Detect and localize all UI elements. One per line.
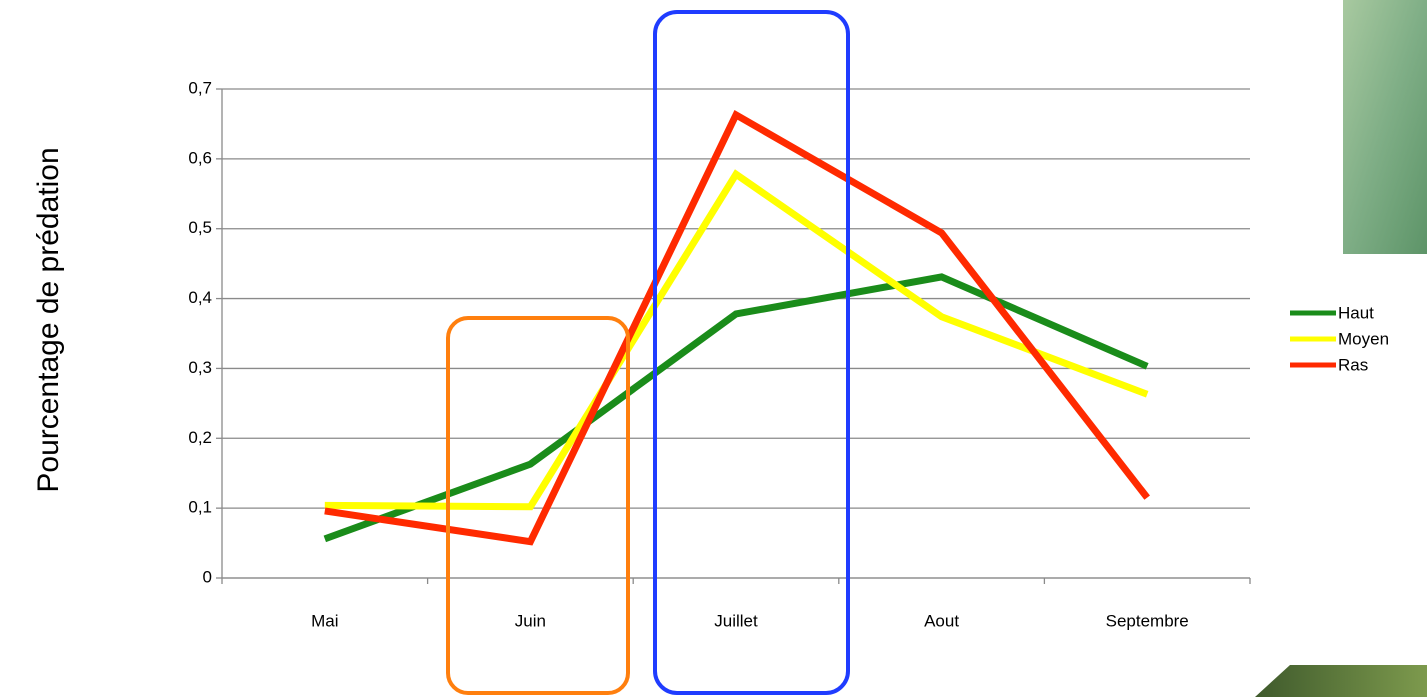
legend-label: Moyen — [1338, 329, 1389, 348]
x-tick-label: Septembre — [1106, 611, 1189, 630]
highlight-box — [446, 316, 630, 695]
y-tick-label: 0,1 — [188, 498, 212, 517]
series-line — [324, 109, 1150, 546]
highlight-box — [653, 10, 850, 695]
series-line — [324, 169, 1149, 511]
y-tick-label: 0,2 — [188, 428, 212, 447]
photo — [1343, 0, 1427, 254]
legend-label: Ras — [1338, 355, 1368, 374]
y-tick-label: 0,5 — [188, 218, 212, 237]
y-tick-label: 0,7 — [188, 78, 212, 97]
x-tick-label: Mai — [311, 611, 338, 630]
x-tick-label: Aout — [924, 611, 959, 630]
series-line — [323, 273, 1149, 543]
y-tick-label: 0,3 — [188, 358, 212, 377]
x-tick-label: Juillet — [714, 611, 758, 630]
photo — [1255, 665, 1427, 697]
y-tick-label: 0,4 — [188, 288, 212, 307]
legend-label: Haut — [1338, 303, 1374, 322]
y-tick-label: 0 — [203, 567, 212, 586]
y-tick-label: 0,6 — [188, 148, 212, 167]
y-axis-label: Pourcentage de prédation — [32, 147, 65, 492]
x-tick-label: Juin — [515, 611, 546, 630]
